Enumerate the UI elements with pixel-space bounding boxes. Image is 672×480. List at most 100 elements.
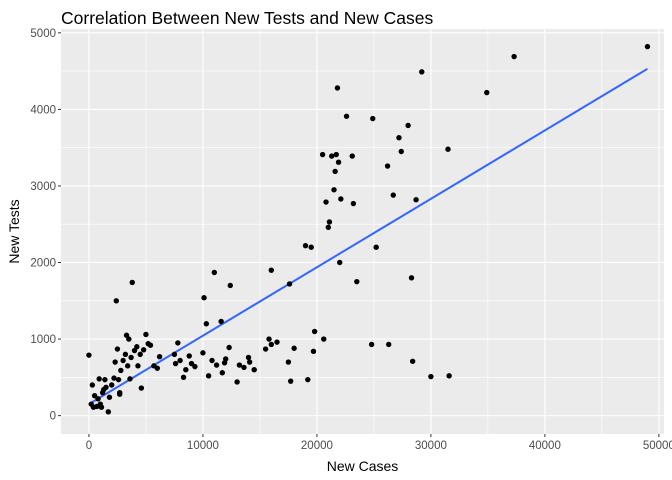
data-point [310,348,317,355]
data-point [325,224,332,230]
data-point [95,396,101,402]
data-point [140,347,147,353]
y-axis-ticks: 0 1000 2000 3000 4000 5000 [30,28,61,423]
data-point [226,344,232,351]
data-point [333,151,339,158]
data-point [287,378,294,384]
y-tick-label: 1000 [30,334,56,346]
trend-line-group [88,67,648,405]
x-tick-label: 40000 [529,440,561,452]
data-point [211,269,218,276]
data-point [109,382,115,388]
points-group [86,43,651,415]
data-point [337,259,343,266]
data-point [112,359,118,365]
data-point [484,89,490,96]
x-axis-title: New Cases [327,458,399,474]
data-point [354,278,360,285]
data-point [511,53,517,60]
data-point [96,376,102,382]
data-point [180,374,187,381]
data-point [286,281,293,287]
data-point [291,345,297,351]
data-point [236,362,243,368]
data-point [335,159,342,165]
x-tick-label: 50000 [643,440,672,452]
data-point [246,359,253,365]
y-tick-label: 3000 [30,181,56,193]
data-point [201,295,207,301]
data-point [124,363,131,369]
data-point [245,354,252,361]
data-point [105,409,112,415]
data-point [384,163,391,169]
data-point [308,244,314,250]
data-point [89,382,96,388]
data-point [386,341,392,348]
data-point [241,364,247,371]
data-point [128,354,134,361]
data-point [213,362,220,368]
data-point [86,352,92,358]
data-point [251,366,257,373]
data-point [405,122,411,129]
data-point [319,151,326,158]
data-point [326,219,333,225]
y-tick-label: 4000 [30,104,56,116]
data-point [171,351,178,358]
trend-line [88,67,648,405]
data-point [227,282,233,289]
data-point [137,351,143,358]
data-point [205,373,212,379]
data-point [114,346,121,352]
data-point [183,366,189,373]
data-point [103,384,109,390]
data-point [218,318,224,325]
data-point [203,321,210,327]
data-point [428,373,434,380]
data-point [186,353,192,359]
data-point [192,363,198,370]
chart-title: Correlation Between New Tests and New Ca… [61,8,433,28]
y-tick-label: 5000 [30,28,56,40]
data-point [373,244,379,250]
data-point [209,357,215,364]
data-point [329,153,335,159]
data-point [120,357,126,364]
data-point [305,376,311,383]
data-point [311,328,318,335]
data-point [370,115,376,122]
data-point [98,404,105,410]
data-point [106,394,113,400]
data-point [349,153,355,159]
data-point [413,197,419,203]
data-point [126,336,132,342]
data-point [408,275,415,281]
data-point [234,379,240,385]
data-point [138,385,145,391]
data-point [343,113,350,119]
data-point [350,200,357,207]
data-point [331,187,337,193]
data-point [135,363,141,369]
data-point [156,353,163,360]
data-point [268,341,275,348]
data-point [398,148,404,155]
data-point [113,298,119,304]
data-point [134,344,140,350]
data-point [396,135,402,141]
data-point [390,192,396,198]
data-point [127,376,133,382]
data-point [644,43,651,50]
grid-minor [61,29,664,434]
data-point [266,336,272,342]
data-point [172,360,179,367]
y-tick-label: 2000 [30,258,56,270]
data-point [274,339,280,345]
grid-major [61,29,664,434]
data-point [200,350,206,356]
data-point [117,391,123,397]
data-point [338,196,344,202]
